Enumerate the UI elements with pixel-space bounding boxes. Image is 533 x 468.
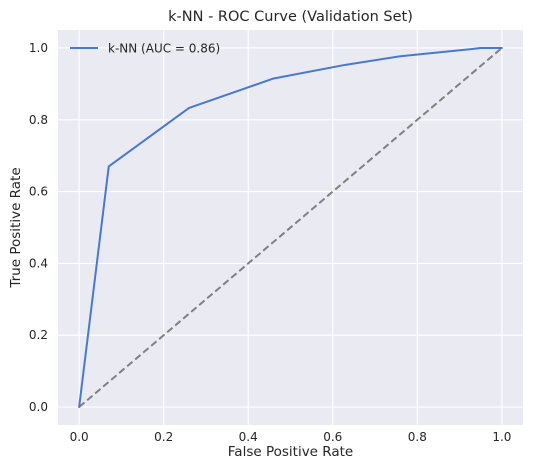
y-tick-label: 0.0 — [29, 400, 48, 414]
y-axis-label: True Positive Rate — [8, 167, 24, 288]
x-tick-label: 0.2 — [154, 430, 173, 444]
knn-roc-line — [78, 46, 503, 409]
x-axis-label: False Positive Rate — [228, 444, 353, 460]
legend-label-knn: k-NN (AUC = 0.86) — [108, 42, 220, 56]
tick-labels: 0.0 0.2 0.4 0.6 0.8 1.0 0.0 0.2 0.4 0.6 0.8 1.0 — [29, 41, 512, 444]
y-tick-label: 0.8 — [29, 113, 48, 127]
y-tick-label: 0.6 — [29, 185, 48, 199]
x-tick-label: 0.8 — [408, 430, 427, 444]
chart-title: k-NN - ROC Curve (Validation Set) — [168, 9, 413, 25]
x-tick-label: 1.0 — [492, 430, 511, 444]
grid-lines — [58, 30, 523, 425]
y-tick-label: 1.0 — [29, 41, 48, 55]
series-lines — [78, 46, 503, 409]
x-tick-label: 0.0 — [70, 430, 89, 444]
y-tick-label: 0.4 — [29, 256, 48, 270]
x-tick-label: 0.6 — [323, 430, 342, 444]
legend: k-NN (AUC = 0.86) — [70, 42, 220, 56]
x-tick-label: 0.4 — [239, 430, 258, 444]
y-tick-label: 0.2 — [29, 328, 48, 342]
chance-diagonal-line — [78, 47, 503, 408]
